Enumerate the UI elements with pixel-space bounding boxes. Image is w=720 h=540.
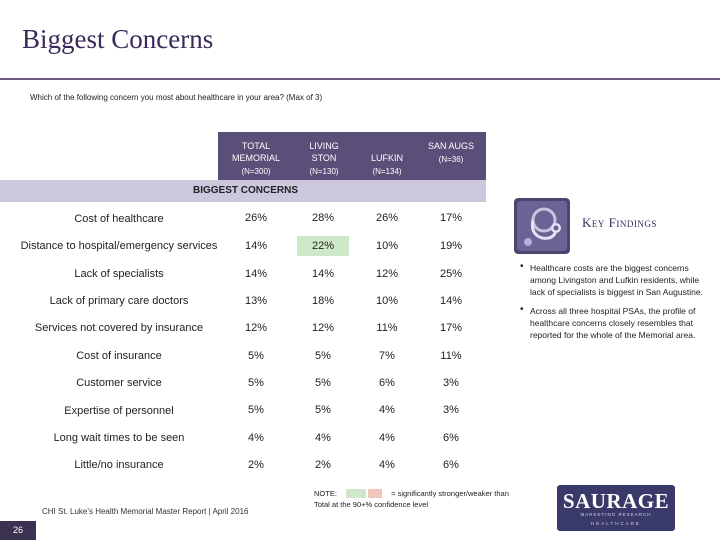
- table-cell: 4%: [379, 459, 395, 471]
- finding-text: Across all three hospital PSAs, the prof…: [530, 306, 696, 340]
- page-number: 26: [0, 521, 36, 540]
- table-cell: 3%: [443, 404, 459, 416]
- stronger-swatch: [346, 489, 366, 498]
- title-divider: [0, 78, 720, 80]
- table-cell: 5%: [248, 350, 264, 362]
- table-cell: 6%: [443, 432, 459, 444]
- table-cell: 6%: [443, 459, 459, 471]
- row-label: Lack of specialists: [74, 268, 164, 280]
- table-cell: 4%: [379, 432, 395, 444]
- table-cell: 3%: [443, 377, 459, 389]
- row-label: Cost of healthcare: [74, 213, 164, 225]
- table-cell: 10%: [375, 295, 399, 307]
- table-cell: 14%: [439, 295, 463, 307]
- table-cell: 7%: [379, 350, 395, 362]
- report-footer: CHI St. Luke’s Health Memorial Master Re…: [42, 507, 249, 516]
- row-label: Cost of insurance: [76, 350, 162, 362]
- table-cell: 4%: [315, 432, 331, 444]
- table-cell: 28%: [311, 212, 335, 224]
- bullet-icon: •: [520, 261, 524, 272]
- table-cell-highlight: 22%: [297, 236, 349, 256]
- table-cell: 14%: [244, 268, 268, 280]
- row-label: Distance to hospital/emergency services: [20, 240, 218, 252]
- significance-note: NOTE: = significantly stronger/weaker th…: [314, 488, 524, 510]
- table-cell: 17%: [439, 212, 463, 224]
- table-cell: 5%: [315, 377, 331, 389]
- column-n: (N=134): [372, 167, 402, 176]
- finding-text: Healthcare costs are the biggest concern…: [530, 263, 703, 297]
- table-cell: 12%: [375, 268, 399, 280]
- table-cell: 4%: [248, 432, 264, 444]
- table-cell: 5%: [248, 404, 264, 416]
- table-cell: 26%: [244, 212, 268, 224]
- table-cell: 18%: [311, 295, 335, 307]
- table-cell: 11%: [376, 322, 398, 334]
- weaker-swatch: [368, 489, 382, 498]
- row-label: Little/no insurance: [74, 459, 164, 471]
- key-findings-title: Key Findings: [582, 215, 657, 230]
- column-n: (N=130): [309, 167, 339, 176]
- logo-subtitle: MARKETING RESEARCH: [580, 512, 652, 517]
- table-cell: 5%: [315, 350, 331, 362]
- column-header-san-augustine: SAN AUGS (N=36): [425, 140, 477, 166]
- stethoscope-icon: [514, 198, 570, 254]
- table-cell: 26%: [375, 212, 399, 224]
- table-cell: 2%: [315, 459, 331, 471]
- column-label: LIVING STON: [309, 141, 339, 163]
- table-cell: 2%: [248, 459, 264, 471]
- table-cell: 5%: [315, 404, 331, 416]
- key-findings-list: • Healthcare costs are the biggest conce…: [520, 261, 706, 348]
- table-cell: 14%: [311, 268, 335, 280]
- note-prefix: NOTE:: [314, 489, 337, 498]
- table-cell: 10%: [375, 240, 399, 252]
- column-label: SAN AUGS: [427, 141, 474, 151]
- column-label: TOTAL MEMORIAL: [231, 141, 280, 163]
- row-label: Lack of primary care doctors: [49, 295, 189, 307]
- logo-wordmark: SAURAGE: [562, 489, 670, 513]
- slide-title: Biggest Concerns: [22, 24, 214, 54]
- column-n: (N=300): [241, 167, 271, 176]
- table-cell: 12%: [311, 322, 335, 334]
- finding-item: • Across all three hospital PSAs, the pr…: [520, 304, 706, 341]
- row-label: Long wait times to be seen: [53, 432, 185, 444]
- table-cell: 17%: [439, 322, 463, 334]
- column-header-lufkin: LUFKIN: [361, 152, 413, 164]
- column-n: (N=36): [438, 155, 464, 164]
- row-label: Services not covered by insurance: [34, 322, 204, 334]
- table-header: TOTAL MEMORIAL (N=300) LIVING STON (N=13…: [218, 132, 486, 180]
- table-cell: 14%: [244, 240, 268, 252]
- section-band: BIGGEST CONCERNS: [0, 180, 486, 202]
- table-cell: 11%: [440, 350, 462, 362]
- column-label: LUFKIN: [370, 153, 403, 163]
- table-cell: 25%: [439, 268, 463, 280]
- table-cell: 6%: [379, 377, 395, 389]
- column-header-total: TOTAL MEMORIAL (N=300): [218, 140, 294, 178]
- row-label: Expertise of personnel: [64, 405, 174, 417]
- row-label: Customer service: [76, 377, 162, 389]
- table-cell: 12%: [244, 322, 268, 334]
- note-text: = significantly stronger/weaker than Tot…: [314, 489, 509, 509]
- logo-base: HEALTHCARE: [591, 521, 641, 526]
- table-cell: 5%: [248, 377, 264, 389]
- table-cell: 4%: [379, 404, 395, 416]
- saurage-logo: SAURAGE MARKETING RESEARCH HEALTHCARE: [557, 485, 675, 531]
- column-header-livingston: LIVING STON (N=130): [298, 140, 350, 178]
- section-label: BIGGEST CONCERNS: [193, 185, 299, 196]
- table-cell: 13%: [244, 295, 268, 307]
- finding-item: • Healthcare costs are the biggest conce…: [520, 261, 706, 298]
- bullet-icon: •: [520, 304, 524, 315]
- table-cell: 19%: [439, 240, 463, 252]
- column-n-lufkin: (N=134): [361, 166, 413, 178]
- survey-question: Which of the following concern you most …: [30, 93, 323, 102]
